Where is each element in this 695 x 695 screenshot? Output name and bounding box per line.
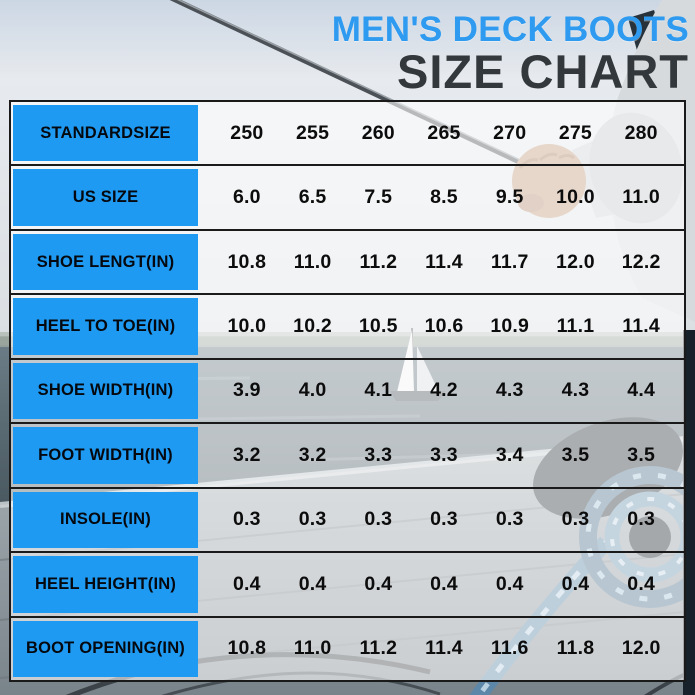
value-cell: 11.2 xyxy=(359,637,398,660)
size-chart-table: STANDARDSIZE 250 255 260 265 270 275 280 US SIZE… xyxy=(9,100,686,682)
value-cell: 4.4 xyxy=(627,379,655,402)
value-cell: 0.3 xyxy=(561,508,590,531)
row-header: FOOT WIDTH(IN) xyxy=(13,427,198,484)
row-values: 250 255 260 265 270 275 280 xyxy=(198,102,684,164)
value-cell: 260 xyxy=(361,121,395,144)
value-cell: 4.1 xyxy=(364,379,393,402)
value-cell: 0.4 xyxy=(561,572,590,595)
value-cell: 0.3 xyxy=(430,508,458,531)
value-cell: 3.3 xyxy=(430,443,458,466)
value-cell: 280 xyxy=(624,121,658,144)
value-cell: 3.3 xyxy=(364,443,393,466)
value-cell: 11.7 xyxy=(490,250,529,273)
table-row: STANDARDSIZE 250 255 260 265 270 275 280 xyxy=(11,102,684,167)
row-header: HEEL TO TOE(IN) xyxy=(13,298,198,355)
row-header: INSOLE(IN) xyxy=(13,491,198,549)
hull-edge xyxy=(683,330,695,695)
value-cell: 3.5 xyxy=(561,443,590,466)
value-cell: 11.0 xyxy=(293,250,332,273)
value-cell: 3.5 xyxy=(627,443,655,466)
row-header: US SIZE xyxy=(13,169,198,226)
table-row: SHOE LENGT(IN) 10.8 11.0 11.2 11.4 11.7 12.0 12… xyxy=(11,231,684,296)
table-row: FOOT WIDTH(IN) 3.2 3.2 3.3 3.3 3.4 3.5 3.5 xyxy=(11,424,684,489)
title-product-line: MEN'S DECK BOOTS xyxy=(331,10,689,49)
value-cell: 4.2 xyxy=(430,379,458,402)
value-cell: 11.4 xyxy=(425,637,463,660)
value-cell: 12.0 xyxy=(621,637,661,660)
table-row: HEEL TO TOE(IN) 10.0 10.2 10.5 10.6 10.9 11.1 1… xyxy=(11,295,684,360)
value-cell: 11.4 xyxy=(425,250,463,273)
value-cell: 0.3 xyxy=(232,508,261,531)
value-cell: 0.4 xyxy=(364,572,393,595)
value-cell: 12.2 xyxy=(621,250,661,273)
value-cell: 275 xyxy=(558,121,592,144)
row-header: SHOE LENGT(IN) xyxy=(13,233,198,291)
value-cell: 3.2 xyxy=(232,443,261,466)
value-cell: 11.8 xyxy=(556,637,595,660)
value-cell: 6.5 xyxy=(298,186,327,209)
row-values: 10.8 11.0 11.2 11.4 11.7 12.0 12.2 xyxy=(198,231,684,293)
value-cell: 0.3 xyxy=(627,508,655,531)
row-values: 10.8 11.0 11.2 11.4 11.6 11.8 12.0 xyxy=(198,618,684,680)
value-cell: 0.3 xyxy=(364,508,393,531)
value-cell: 10.8 xyxy=(227,250,267,273)
value-cell: 10.9 xyxy=(490,315,530,338)
row-values: 3.2 3.2 3.3 3.3 3.4 3.5 3.5 xyxy=(198,424,684,486)
page-title: MEN'S DECK BOOTS SIZE CHART xyxy=(331,10,689,98)
row-values: 0.3 0.3 0.3 0.3 0.3 0.3 0.3 xyxy=(198,489,684,551)
value-cell: 12.0 xyxy=(556,250,595,273)
value-cell: 10.0 xyxy=(556,186,595,209)
value-cell: 6.0 xyxy=(232,186,261,209)
table-row: HEEL HEIGHT(IN) 0.4 0.4 0.4 0.4 0.4 0.4 0.4 xyxy=(11,553,684,618)
value-cell: 4.3 xyxy=(495,379,524,402)
row-header: BOOT OPENING(IN) xyxy=(13,620,198,677)
value-cell: 10.5 xyxy=(358,315,398,338)
value-cell: 0.4 xyxy=(430,572,458,595)
value-cell: 11.4 xyxy=(622,315,660,338)
table-row: INSOLE(IN) 0.3 0.3 0.3 0.3 0.3 0.3 0.3 xyxy=(11,489,684,554)
row-values: 6.0 6.5 7.5 8.5 9.5 10.0 11.0 xyxy=(198,166,684,228)
value-cell: 0.4 xyxy=(495,572,524,595)
value-cell: 11.0 xyxy=(622,186,660,209)
row-values: 10.0 10.2 10.5 10.6 10.9 11.1 11.4 xyxy=(198,295,684,357)
value-cell: 3.4 xyxy=(495,443,524,466)
value-cell: 3.2 xyxy=(298,443,327,466)
value-cell: 10.6 xyxy=(424,315,464,338)
value-cell: 8.5 xyxy=(430,186,458,209)
value-cell: 10.2 xyxy=(293,315,332,338)
value-cell: 10.8 xyxy=(227,637,267,660)
value-cell: 270 xyxy=(493,121,527,144)
value-cell: 11.6 xyxy=(490,637,529,660)
row-header: STANDARDSIZE xyxy=(13,105,198,162)
value-cell: 0.3 xyxy=(495,508,524,531)
value-cell: 11.0 xyxy=(293,637,332,660)
row-header: SHOE WIDTH(IN) xyxy=(13,362,198,420)
value-cell: 0.4 xyxy=(232,572,261,595)
value-cell: 265 xyxy=(427,121,461,144)
value-cell: 4.3 xyxy=(561,379,590,402)
row-values: 3.9 4.0 4.1 4.2 4.3 4.3 4.4 xyxy=(198,360,684,422)
value-cell: 9.5 xyxy=(495,186,524,209)
table-row: SHOE WIDTH(IN) 3.9 4.0 4.1 4.2 4.3 4.3 4.4 xyxy=(11,360,684,425)
value-cell: 3.9 xyxy=(232,379,261,402)
value-cell: 255 xyxy=(295,121,330,144)
value-cell: 4.0 xyxy=(298,379,327,402)
table-row: BOOT OPENING(IN) 10.8 11.0 11.2 11.4 11.6 11.8… xyxy=(11,618,684,680)
value-cell: 7.5 xyxy=(364,186,393,209)
row-header: HEEL HEIGHT(IN) xyxy=(13,556,198,613)
title-size-chart-line: SIZE CHART xyxy=(397,44,689,98)
value-cell: 11.2 xyxy=(359,250,398,273)
value-cell: 250 xyxy=(230,121,264,144)
value-cell: 10.0 xyxy=(227,315,267,338)
value-cell: 0.4 xyxy=(298,572,327,595)
table-row: US SIZE 6.0 6.5 7.5 8.5 9.5 10.0 11.0 xyxy=(11,166,684,231)
value-cell: 0.4 xyxy=(627,572,655,595)
value-cell: 0.3 xyxy=(298,508,327,531)
row-values: 0.4 0.4 0.4 0.4 0.4 0.4 0.4 xyxy=(198,553,684,615)
value-cell: 11.1 xyxy=(556,315,595,338)
